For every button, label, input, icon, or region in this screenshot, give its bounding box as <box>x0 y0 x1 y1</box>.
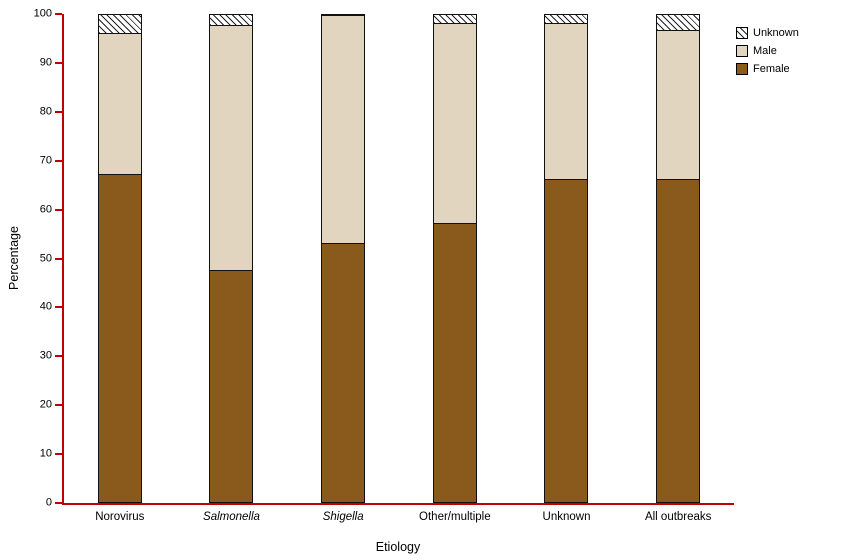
y-axis-title: Percentage <box>7 226 21 290</box>
y-tick-mark <box>55 453 62 456</box>
y-tick-mark <box>55 208 62 211</box>
x-category-label: Shigella <box>322 511 364 523</box>
y-tick-label: 0 <box>45 496 52 509</box>
y-tick-mark <box>55 355 62 358</box>
x-axis-title: Etiology <box>375 540 421 554</box>
plot-area <box>62 14 734 505</box>
x-category-label: Unknown <box>542 511 591 523</box>
y-tick-mark <box>55 110 62 113</box>
x-category-label: Other/multiple <box>419 511 491 523</box>
legend-item-unknown: Unknown <box>736 27 799 39</box>
legend-swatch <box>736 27 748 39</box>
bar-shigella <box>321 14 366 503</box>
bar-segment-male <box>432 23 477 225</box>
bar-segment-unknown <box>544 14 589 24</box>
y-tick-label: 90 <box>39 56 52 69</box>
x-category-label: Salmonella <box>203 511 260 523</box>
y-tick-label: 100 <box>33 7 52 20</box>
bar-segment-male <box>97 33 142 176</box>
legend-swatch <box>736 63 748 75</box>
legend-item-female: Female <box>736 63 799 75</box>
bar-segment-male <box>321 16 366 244</box>
bar-segment-female <box>97 175 142 503</box>
legend-label: Female <box>753 63 790 75</box>
y-tick-label: 70 <box>39 154 52 167</box>
y-tick-mark <box>55 306 62 309</box>
bar-salmonella <box>209 14 254 503</box>
bar-segment-unknown <box>656 14 701 32</box>
bar-segment-unknown <box>97 14 142 34</box>
bar-all-outbreaks <box>656 14 701 503</box>
y-tick-label: 10 <box>39 447 52 460</box>
bar-segment-female <box>432 224 477 503</box>
y-tick-label: 60 <box>39 203 52 216</box>
legend-label: Male <box>753 45 777 57</box>
x-axis-labels: Norovirus Salmonella Shigella Other/multipl… <box>64 511 734 523</box>
y-tick-mark <box>55 159 62 162</box>
bar-segment-female <box>209 270 254 503</box>
y-tick-mark <box>55 257 62 260</box>
legend-label: Unknown <box>753 27 799 39</box>
legend-swatch <box>736 45 748 57</box>
y-tick-label: 20 <box>39 398 52 411</box>
bar-other-multiple <box>432 14 477 503</box>
y-tick-label: 30 <box>39 349 52 362</box>
bar-segment-female <box>321 243 366 503</box>
bar-segment-male <box>656 31 701 181</box>
bar-segment-male <box>544 23 589 181</box>
bar-norovirus <box>97 14 142 503</box>
x-category-label: All outbreaks <box>644 511 712 523</box>
bar-segment-unknown <box>432 14 477 24</box>
bar-segment-unknown <box>209 14 254 27</box>
y-tick-mark <box>55 61 62 64</box>
legend-item-male: Male <box>736 45 799 57</box>
bar-segment-unknown <box>321 14 366 17</box>
bar-segment-female <box>656 180 701 503</box>
bar-segment-male <box>209 26 254 271</box>
y-tick-mark <box>55 404 62 407</box>
x-category-label: Norovirus <box>95 511 145 523</box>
y-tick-label: 40 <box>39 300 52 313</box>
y-tick-label: 80 <box>39 105 52 118</box>
y-tick-mark <box>55 13 62 15</box>
y-tick-mark <box>55 502 62 504</box>
legend: Unknown Male Female <box>736 27 799 75</box>
bar-unknown <box>544 14 589 503</box>
bar-segment-female <box>544 180 589 503</box>
